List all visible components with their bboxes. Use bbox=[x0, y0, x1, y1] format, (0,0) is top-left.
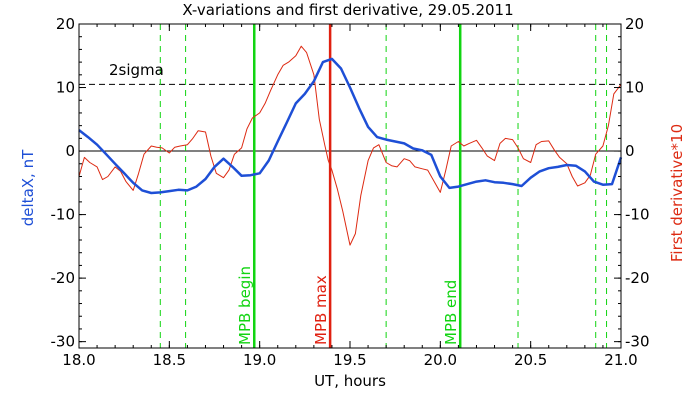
x-tick-label: 19.5 bbox=[333, 351, 366, 369]
y-tick-label-left: -20 bbox=[51, 269, 76, 287]
derivative-line bbox=[78, 45, 622, 246]
x-tick-label: 21.0 bbox=[604, 351, 637, 369]
vertical-markers bbox=[159, 24, 608, 348]
reference-lines bbox=[79, 83, 621, 152]
y-tick-label-right: -10 bbox=[625, 206, 650, 224]
two-sigma-label: 2sigma bbox=[109, 61, 164, 79]
chart-title: X-variations and first derivative, 29.05… bbox=[182, 1, 513, 19]
y-tick-label-left: 20 bbox=[56, 15, 75, 33]
x-tick-label: 19.0 bbox=[243, 351, 276, 369]
deltax-line bbox=[78, 57, 623, 195]
series-lines bbox=[78, 45, 623, 246]
mpb-max-label: MPB max bbox=[312, 275, 330, 345]
y-tick-label-right: 20 bbox=[625, 15, 644, 33]
y-axis-label-right: First derivative*10 bbox=[668, 124, 686, 262]
x-tick-label: 20.5 bbox=[514, 351, 547, 369]
y-tick-label-left: 10 bbox=[56, 79, 75, 97]
y-tick-label-right: 10 bbox=[625, 79, 644, 97]
y-axis-label-left: deltaX, nT bbox=[19, 149, 37, 226]
x-tick-label: 18.0 bbox=[62, 351, 95, 369]
mpb-end-label: MPB end bbox=[442, 280, 460, 345]
y-tick-label-right: 0 bbox=[625, 142, 635, 160]
y-tick-label-right: -20 bbox=[625, 269, 650, 287]
y-tick-label-left: -30 bbox=[51, 333, 76, 351]
x-tick-label: 20.0 bbox=[424, 351, 457, 369]
y-tick-label-left: 0 bbox=[65, 142, 75, 160]
y-tick-label-right: -30 bbox=[625, 333, 650, 351]
y-tick-label-left: -10 bbox=[51, 206, 76, 224]
mpb-begin-label: MPB begin bbox=[236, 266, 254, 345]
x-axis-label: UT, hours bbox=[314, 372, 386, 390]
x-tick-label: 18.5 bbox=[153, 351, 186, 369]
axis-ticks: 18.0 18.5 19.0 19.5 20.0 20.5 21.0 20 10 0 -10 -20 -… bbox=[51, 15, 650, 369]
